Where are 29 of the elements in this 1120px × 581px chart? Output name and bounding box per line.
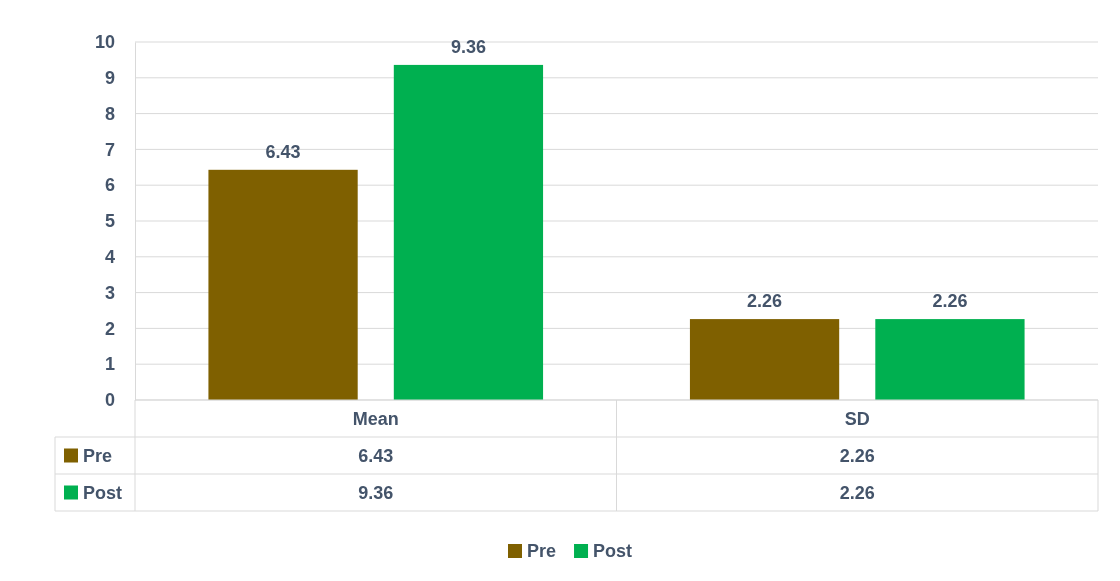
x-tick-label: Mean [352, 408, 399, 429]
bar [875, 319, 1025, 400]
y-tick-label: 5 [104, 211, 115, 232]
y-tick-label: 8 [104, 103, 115, 124]
x-tick-label: SD [844, 408, 870, 429]
legend-label: Post [593, 541, 633, 561]
y-tick-label: 9 [104, 68, 115, 89]
y-tick-label: 0 [104, 390, 115, 411]
annotation: 2.26 [932, 291, 968, 312]
y-tick-label: 3 [104, 282, 115, 303]
y-tick-label: 6 [104, 175, 115, 196]
annotation: 2.26 [747, 291, 783, 312]
y-tick-label: 2 [104, 318, 115, 339]
data-label: 2.26 [839, 445, 875, 466]
bar [208, 169, 358, 400]
bar [393, 64, 544, 400]
text: Pre [527, 541, 557, 561]
text: Post [83, 482, 123, 503]
y-tick-label: 10 [94, 32, 115, 53]
annotation: 9.36 [450, 36, 486, 57]
y-tick-label: 4 [104, 247, 115, 268]
y-tick-label: 1 [104, 354, 115, 375]
legend-label: Pre [83, 445, 113, 466]
data-label: 9.36 [358, 482, 394, 503]
bar [689, 319, 840, 400]
y-tick-label: 7 [104, 139, 115, 160]
data-label: 2.26 [839, 482, 875, 503]
annotation: 6.43 [265, 141, 301, 162]
data-label: 6.43 [358, 445, 394, 466]
